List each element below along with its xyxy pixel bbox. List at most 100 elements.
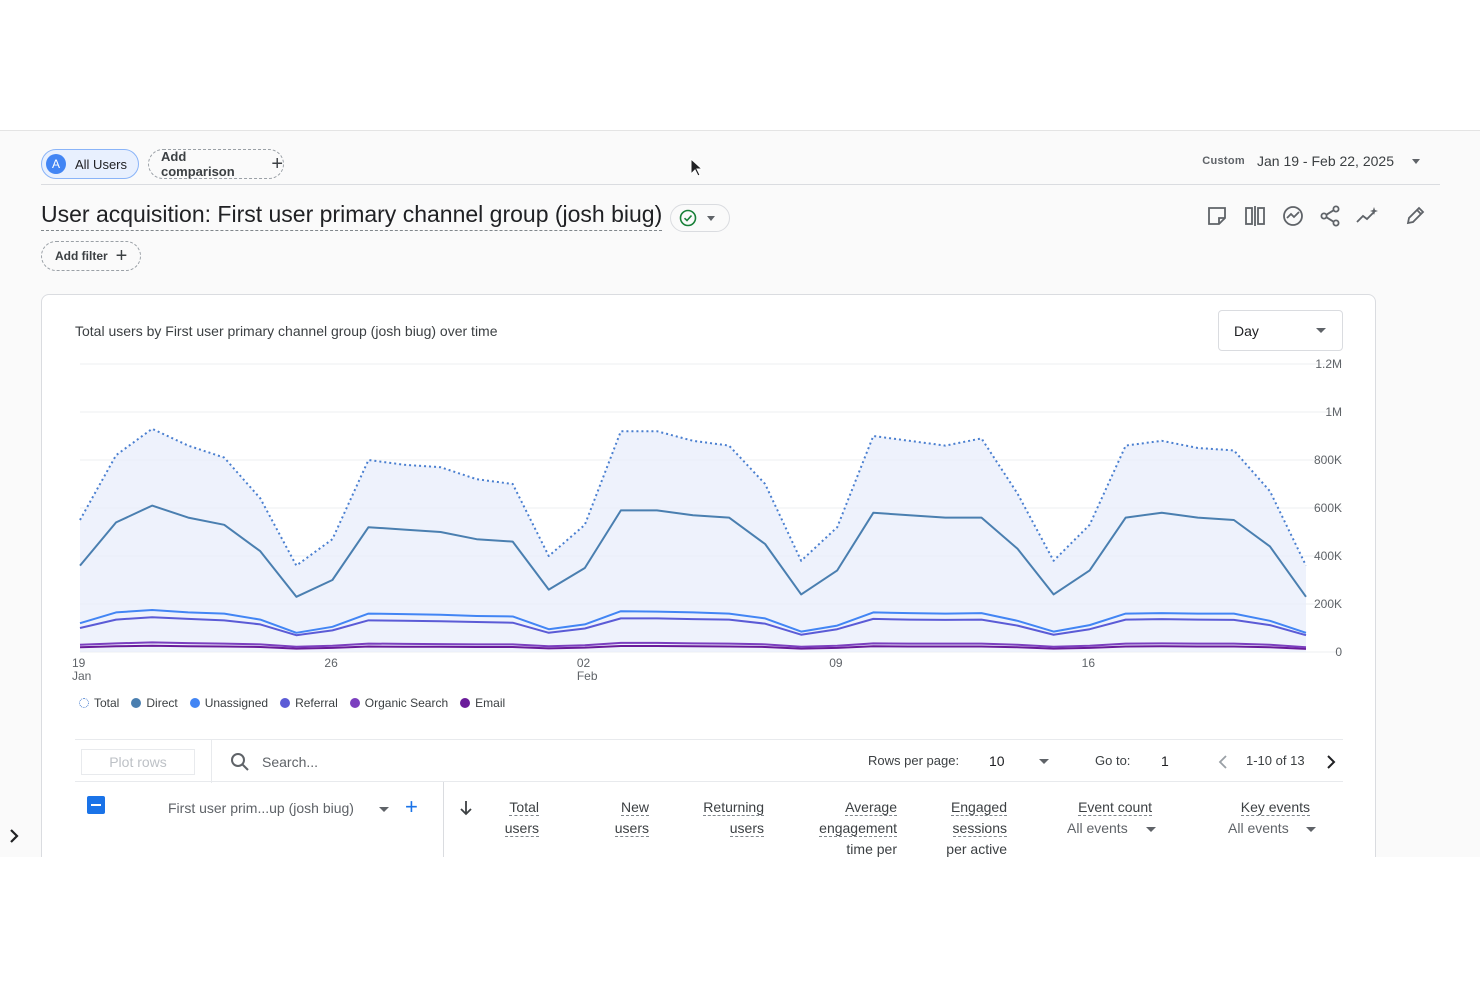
goto-input[interactable]: 1	[1161, 753, 1169, 769]
series-line-referral	[79, 616, 1307, 637]
compare-icon[interactable]	[1243, 204, 1267, 228]
chevron-down-icon[interactable]	[1039, 759, 1049, 764]
legend-item[interactable]: Direct	[131, 696, 178, 710]
insights-icon[interactable]	[1281, 204, 1305, 228]
x-tick-label: 02	[577, 656, 591, 670]
chart-card: Total users by First user primary channe…	[41, 294, 1376, 857]
granularity-select[interactable]: Day	[1218, 310, 1343, 351]
legend-label: Total	[94, 696, 120, 710]
col-engaged-sessions[interactable]: Engaged sessions per active	[946, 799, 1007, 857]
add-filter-label: Add filter	[55, 249, 108, 263]
legend-item[interactable]: Referral	[280, 696, 338, 710]
search-input[interactable]: Search...	[262, 753, 319, 770]
table-search[interactable]: Search...	[211, 740, 711, 783]
y-tick-label: 1M	[1325, 405, 1342, 419]
plot-rows-button[interactable]: Plot rows	[81, 749, 195, 775]
dimension-header: First user prim...up (josh biug) +	[75, 782, 444, 857]
key-events-filter-select[interactable]: All events	[1228, 820, 1289, 836]
y-tick-label: 600K	[1314, 501, 1342, 515]
chevron-down-icon	[1412, 158, 1420, 164]
search-icon	[231, 752, 249, 771]
col-total-users[interactable]: Total users	[504, 799, 539, 837]
segment-chip-all-users[interactable]: A All Users	[41, 149, 139, 179]
legend-label: Referral	[295, 696, 338, 710]
chevron-down-icon[interactable]	[379, 807, 389, 812]
report-page: A All Users Add comparison + Custom Jan …	[0, 130, 1480, 857]
x-tick-label: 16	[1082, 656, 1096, 670]
legend-swatch	[280, 698, 291, 708]
plus-icon: +	[115, 245, 128, 267]
legend-swatch	[460, 698, 471, 708]
col-key-events[interactable]: Key events	[1240, 799, 1310, 816]
share-icon[interactable]	[1318, 204, 1342, 228]
legend-swatch	[349, 698, 360, 708]
legend-swatch	[189, 698, 200, 708]
series-line-email	[79, 644, 1307, 650]
notes-icon[interactable]	[1205, 204, 1229, 228]
select-all-checkbox[interactable]	[87, 796, 105, 814]
rows-per-page-select[interactable]: 10	[989, 753, 1005, 769]
series-line-unassigned	[79, 609, 1307, 634]
add-comparison-label: Add comparison	[161, 149, 235, 179]
add-filter-button[interactable]: Add filter +	[41, 241, 141, 271]
check-circle-icon	[679, 209, 697, 227]
legend-item[interactable]: Total	[79, 696, 119, 710]
chevron-right-icon[interactable]	[1325, 754, 1337, 770]
plus-icon: +	[271, 153, 283, 175]
x-tick-label: 19	[72, 656, 86, 670]
granularity-value: Day	[1234, 322, 1259, 339]
series-line-direct	[79, 504, 1307, 598]
legend-swatch	[131, 698, 142, 708]
edit-pencil-icon[interactable]	[1403, 204, 1427, 228]
table-header-row: First user prim...up (josh biug) + Total…	[75, 782, 1343, 857]
header-divider	[41, 184, 1440, 185]
legend-item[interactable]: Unassigned	[189, 696, 269, 710]
date-range-picker[interactable]: Custom Jan 19 - Feb 22, 2025	[1202, 153, 1420, 169]
x-tick-month-label: Feb	[577, 669, 598, 683]
dimension-select[interactable]: First user prim...up (josh biug)	[168, 800, 354, 816]
mouse-cursor-icon	[690, 158, 704, 177]
total-area	[80, 428, 1306, 652]
col-avg-engagement[interactable]: Average engagement time per	[819, 799, 897, 857]
add-comparison-button[interactable]: Add comparison +	[148, 149, 284, 179]
x-tick-month-label: Jan	[72, 669, 91, 683]
trend-sparkle-icon[interactable]	[1355, 204, 1379, 228]
chevron-down-icon[interactable]	[1146, 827, 1156, 832]
col-returning-users[interactable]: Returning users	[703, 799, 764, 837]
legend-label: Email	[475, 696, 506, 710]
x-tick-label: 09	[829, 656, 843, 670]
y-tick-label: 0	[1335, 645, 1342, 659]
y-tick-label: 1.2M	[1315, 357, 1342, 371]
sort-arrow-down-icon[interactable]	[459, 800, 473, 816]
legend-swatch	[79, 698, 89, 708]
col-event-count[interactable]: Event count	[1078, 799, 1152, 816]
date-range-value: Jan 19 - Feb 22, 2025	[1257, 153, 1394, 169]
pagination-label: 1-10 of 13	[1246, 753, 1305, 768]
legend-item[interactable]: Email	[460, 696, 505, 710]
add-dimension-plus-icon[interactable]: +	[405, 794, 418, 819]
expand-panel-chevron-icon[interactable]	[4, 826, 24, 846]
segment-badge: A	[46, 154, 66, 174]
x-tick-label: 26	[324, 656, 338, 670]
event-count-filter-select[interactable]: All events	[1067, 820, 1128, 836]
chevron-down-icon	[1316, 328, 1326, 333]
page-title[interactable]: User acquisition: First user primary cha…	[41, 201, 663, 231]
y-tick-label: 800K	[1314, 453, 1342, 467]
chevron-down-icon[interactable]	[1306, 827, 1316, 832]
legend-item[interactable]: Organic Search	[349, 696, 449, 710]
y-tick-label: 400K	[1314, 549, 1342, 563]
col-new-users[interactable]: New users	[614, 799, 649, 837]
legend-label: Organic Search	[364, 696, 449, 710]
report-status-button[interactable]	[670, 204, 730, 232]
goto-label: Go to:	[1095, 753, 1131, 768]
chevron-down-icon	[707, 215, 715, 221]
legend-label: Unassigned	[204, 696, 269, 710]
chart-title: Total users by First user primary channe…	[75, 323, 498, 339]
series-line-organic-search	[79, 641, 1307, 649]
segment-label: All Users	[75, 156, 128, 172]
rows-per-page-label: Rows per page:	[868, 753, 960, 768]
chevron-left-icon[interactable]	[1217, 754, 1229, 770]
date-range-mode: Custom	[1202, 155, 1245, 167]
series-line-total	[79, 427, 1307, 567]
